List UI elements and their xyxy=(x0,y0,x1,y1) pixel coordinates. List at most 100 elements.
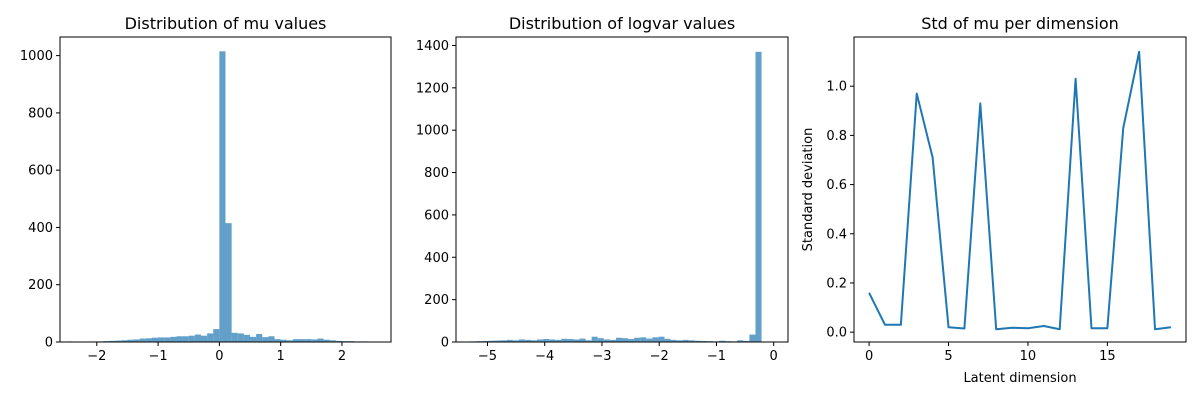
histogram-bar xyxy=(268,336,275,342)
x-tick-label: 15 xyxy=(1099,349,1116,364)
y-tick-label: 0.6 xyxy=(826,178,847,193)
x-tick-label: 1 xyxy=(277,349,285,364)
y-tick-label: 800 xyxy=(28,106,53,121)
histogram-bar xyxy=(317,338,324,342)
histogram-bar xyxy=(188,335,195,342)
histogram-bar xyxy=(543,339,550,342)
plot-frame xyxy=(59,36,392,343)
histogram-bar xyxy=(640,337,647,342)
histogram-bar xyxy=(512,340,519,342)
histogram-bar xyxy=(133,339,140,342)
histogram-bar xyxy=(305,339,312,342)
histogram-bar xyxy=(694,340,701,342)
histogram-bar xyxy=(256,333,263,342)
y-axis-ticks: 0 200 400 600 800 1000 1200 1400 xyxy=(416,39,456,351)
x-tick-label: 5 xyxy=(944,349,952,364)
chart-title: Distribution of logvar values xyxy=(509,14,735,33)
histogram-bar xyxy=(628,339,635,342)
histogram-bar xyxy=(743,340,750,342)
histogram-bar xyxy=(676,340,683,342)
histogram-bar xyxy=(139,338,146,342)
histogram-bar xyxy=(500,340,507,342)
histogram-bar xyxy=(182,336,189,342)
y-axis-label: Standard deviation xyxy=(801,128,816,252)
histogram-bar xyxy=(506,339,513,342)
histogram-bar xyxy=(109,340,116,342)
histogram-bar xyxy=(250,336,257,342)
histogram-bar xyxy=(488,340,495,342)
y-tick-label: 600 xyxy=(424,208,449,223)
histogram-bar xyxy=(311,339,318,342)
x-tick-label: 0 xyxy=(865,349,873,364)
histogram-bar xyxy=(213,329,220,342)
y-tick-label: 1000 xyxy=(416,124,449,139)
y-axis-ticks: 0.0 0.2 0.4 0.6 0.8 1.0 xyxy=(826,80,854,341)
histogram-bar xyxy=(280,339,287,342)
histogram-bar xyxy=(658,336,665,342)
y-tick-label: 0.4 xyxy=(826,227,847,242)
histogram-bar xyxy=(237,333,244,342)
histogram-bar xyxy=(634,337,641,342)
y-tick-label: 0 xyxy=(441,336,449,351)
histogram-bar xyxy=(585,340,592,342)
histogram-bar xyxy=(200,335,208,342)
y-tick-label: 800 xyxy=(424,166,449,181)
histogram-bar xyxy=(121,340,128,342)
chart-title: Distribution of mu values xyxy=(125,14,327,33)
y-tick-label: 200 xyxy=(424,293,449,308)
y-tick-label: 1200 xyxy=(416,81,449,96)
histogram-bar xyxy=(145,338,152,342)
histogram-bar xyxy=(225,223,232,342)
histogram-bar xyxy=(615,337,622,342)
x-tick-label: 0 xyxy=(215,349,223,364)
histogram-bar xyxy=(262,337,269,342)
plot-frame xyxy=(853,36,1187,343)
histogram-bar xyxy=(622,338,629,342)
histogram-bar xyxy=(670,339,677,342)
histogram-bar xyxy=(549,339,556,342)
y-tick-label: 400 xyxy=(424,251,449,266)
y-tick-label: 0.2 xyxy=(826,276,847,291)
x-axis-ticks: 0 5 10 15 xyxy=(865,342,1116,364)
histogram-bar xyxy=(688,340,695,342)
y-tick-label: 0 xyxy=(45,336,53,351)
histogram-bar xyxy=(597,338,604,342)
histogram-bar xyxy=(164,337,171,342)
x-tick-label: −4 xyxy=(535,349,554,364)
histogram-bar xyxy=(231,332,238,342)
x-tick-label: −2 xyxy=(87,349,106,364)
std-line xyxy=(868,50,1172,331)
histogram-bar xyxy=(151,337,159,342)
x-tick-label: −1 xyxy=(148,349,167,364)
y-tick-label: 1400 xyxy=(416,39,449,54)
y-tick-label: 0.8 xyxy=(826,129,847,144)
y-tick-label: 400 xyxy=(28,221,53,236)
x-tick-label: 2 xyxy=(338,349,346,364)
histogram-bar xyxy=(579,338,586,342)
histogram-bar xyxy=(243,334,251,342)
histogram-bar xyxy=(115,340,122,342)
mu-histogram-panel: Distribution of mu values −2 −1 0 1 2 0 200 40… xyxy=(20,14,392,364)
histogram-bars xyxy=(66,51,391,343)
plot-frame xyxy=(455,36,789,343)
histogram-bar xyxy=(482,340,489,342)
histogram-bar xyxy=(737,340,744,342)
y-tick-label: 1000 xyxy=(20,49,53,64)
logvar-histogram-panel: Distribution of logvar values −5 −4 −3 −2 −1… xyxy=(416,14,789,364)
y-tick-label: 600 xyxy=(28,164,53,179)
histogram-bar xyxy=(323,339,330,342)
histogram-bar xyxy=(286,340,293,342)
line-series xyxy=(868,50,1172,331)
histogram-bar xyxy=(494,340,501,342)
histogram-bar xyxy=(518,339,525,342)
histogram-bar xyxy=(194,334,201,342)
y-tick-label: 1.0 xyxy=(826,80,847,95)
y-tick-label: 200 xyxy=(28,278,53,293)
histogram-bar xyxy=(561,338,568,342)
x-axis-ticks: −5 −4 −3 −2 −1 0 xyxy=(478,342,778,364)
histogram-bar xyxy=(591,336,598,342)
histogram-bar xyxy=(682,339,689,342)
x-axis-label: Latent dimension xyxy=(963,371,1076,386)
